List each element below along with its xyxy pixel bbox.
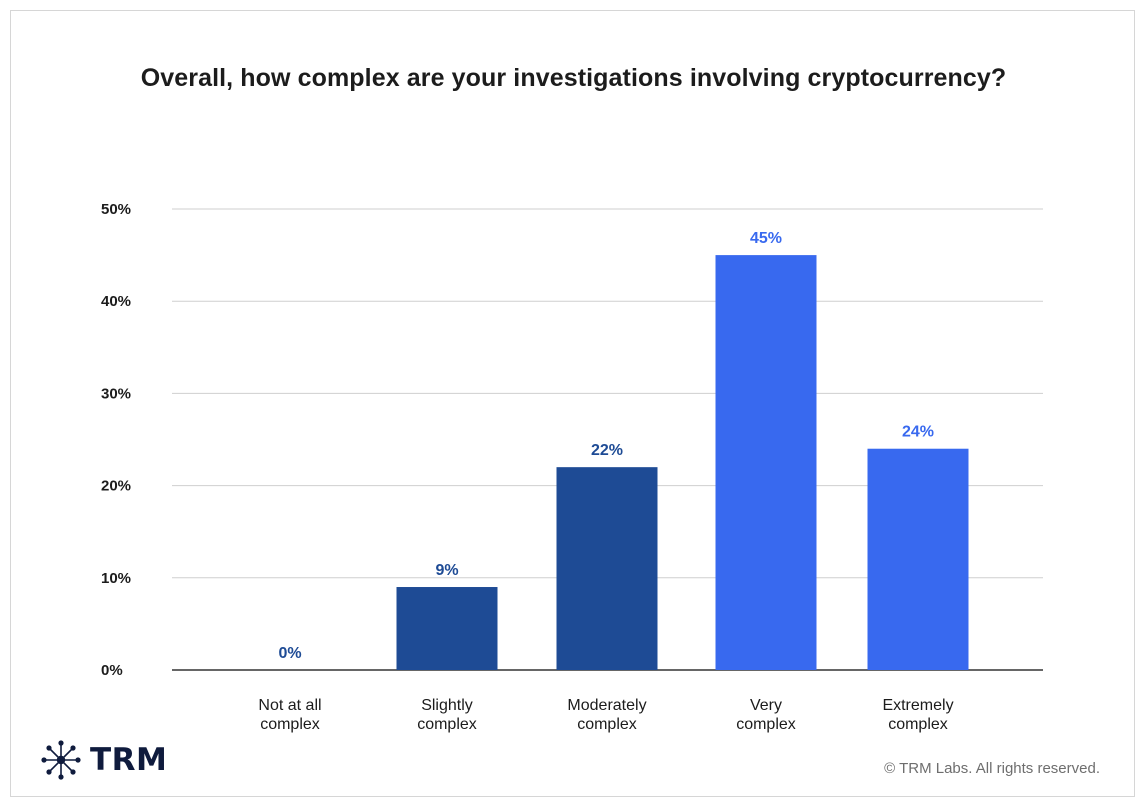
trm-network-logo-icon — [41, 740, 81, 780]
y-tick-label: 20% — [101, 478, 131, 495]
bar — [715, 255, 817, 670]
x-tick-label: Moderately complex — [567, 697, 646, 733]
y-tick-label: 30% — [101, 385, 131, 402]
x-tick-label: Not at all complex — [258, 697, 321, 733]
brand-name: TRM — [90, 742, 168, 778]
x-tick-label: Extremely complex — [882, 697, 953, 733]
chart-title: Overall, how complex are your investigat… — [140, 64, 1007, 92]
y-tick-label: 0% — [101, 662, 123, 679]
bar-value-label: 22% — [591, 442, 623, 459]
x-tick-label: Slightly complex — [417, 697, 477, 733]
bar-value-label: 45% — [750, 230, 782, 247]
y-tick-label: 50% — [101, 201, 131, 218]
bars — [396, 255, 969, 670]
copyright-notice: © TRM Labs. All rights reserved. — [884, 760, 1100, 777]
x-tick-label: Very complex — [736, 697, 796, 733]
bar-value-label: 0% — [278, 645, 301, 662]
y-tick-label: 40% — [101, 293, 131, 310]
bar — [396, 587, 498, 670]
data-labels: 0% 9% 22% 45% 24% — [278, 230, 934, 662]
bar — [867, 448, 969, 670]
y-axis-tick-labels: 0% 10% 20% 30% 40% 50% — [101, 201, 131, 679]
bar-value-label: 24% — [902, 424, 934, 441]
trm-logo: TRM — [40, 738, 167, 782]
y-tick-label: 10% — [101, 570, 131, 587]
bar-value-label: 9% — [435, 562, 458, 579]
bar — [556, 467, 658, 670]
x-axis-tick-labels: Not at all complex Slightly complex Moderate… — [258, 697, 953, 733]
